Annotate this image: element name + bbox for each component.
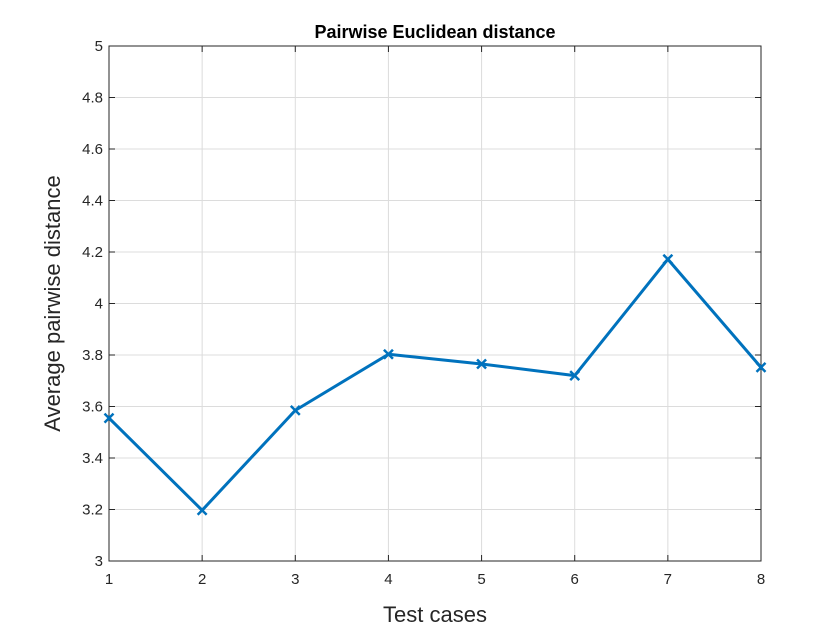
x-tick-label: 6 xyxy=(571,571,579,588)
y-tick-label: 3.8 xyxy=(82,347,103,364)
y-tick-label: 4.6 xyxy=(82,141,103,158)
data-point-marker xyxy=(755,361,767,373)
y-tick-label: 5 xyxy=(95,38,103,55)
chart-title: Pairwise Euclidean distance xyxy=(314,22,555,42)
x-axis-title: Test cases xyxy=(383,602,487,627)
data-point-marker xyxy=(383,348,394,360)
y-tick-label: 3.4 xyxy=(82,450,103,467)
grid xyxy=(108,45,762,562)
axis-ticks: 1 2 3 4 5 6 7 8 3 3.2 3.4 3.6 3.8 4 4.2 4.4 4.6 4.8 5 xyxy=(82,38,765,588)
x-tick-label: 2 xyxy=(198,571,206,588)
x-tick-label: 8 xyxy=(757,571,765,588)
x-tick-label: 7 xyxy=(664,571,672,588)
y-tick-label: 4 xyxy=(95,296,103,313)
series-line xyxy=(107,257,763,512)
y-tick-label: 4.4 xyxy=(82,193,103,210)
x-tick-label: 3 xyxy=(291,571,299,588)
x-tick-label: 4 xyxy=(384,571,392,588)
data-point-marker xyxy=(569,370,581,381)
y-tick-label: 4.2 xyxy=(82,244,103,261)
y-tick-label: 3.6 xyxy=(82,399,103,416)
series-layer xyxy=(103,253,767,516)
data-point-marker xyxy=(662,253,674,265)
y-tick-label: 4.8 xyxy=(82,90,103,107)
data-point-marker xyxy=(476,358,487,370)
y-axis-title: Average pairwise distance xyxy=(40,175,65,431)
data-point-marker xyxy=(289,404,301,416)
y-tick-label: 3.2 xyxy=(82,502,103,519)
x-tick-label: 5 xyxy=(477,571,485,588)
data-point-marker xyxy=(196,504,208,516)
x-tick-label: 1 xyxy=(105,571,113,588)
data-point-marker xyxy=(103,412,115,424)
y-tick-label: 3 xyxy=(95,553,103,570)
